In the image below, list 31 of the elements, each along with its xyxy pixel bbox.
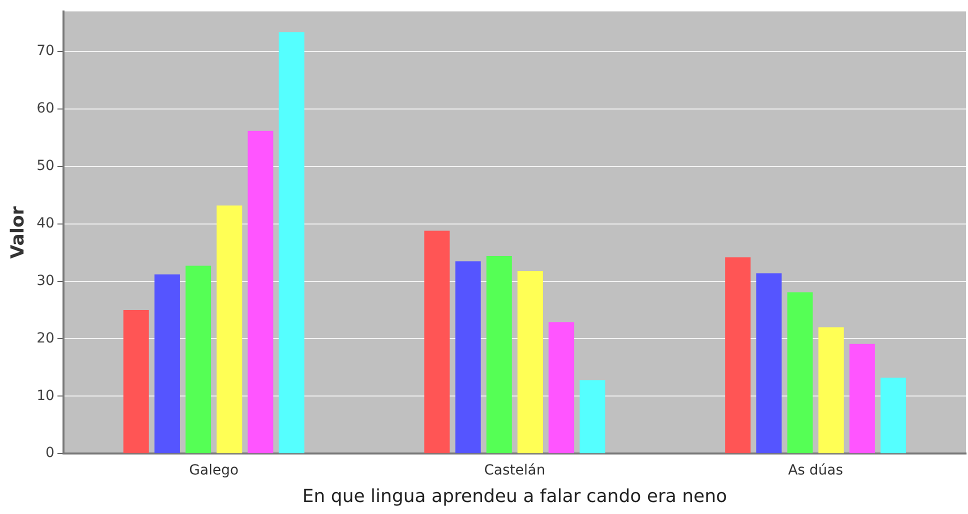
bar — [216, 206, 242, 454]
x-axis-title: En que lingua aprendeu a falar cando era neno — [302, 486, 728, 507]
bar — [154, 274, 180, 454]
y-tick-label: 20 — [36, 330, 54, 346]
bar — [486, 256, 512, 454]
y-axis-title: Valor — [7, 206, 28, 259]
x-tick-label: Castelán — [484, 462, 546, 479]
bar — [123, 310, 149, 454]
bar — [725, 257, 751, 454]
bar — [278, 32, 304, 454]
bar — [424, 230, 450, 454]
bar — [787, 292, 813, 454]
y-tick-label: 50 — [36, 158, 54, 174]
bar — [548, 322, 574, 454]
bar — [248, 130, 274, 454]
y-tick-label: 60 — [36, 100, 54, 117]
y-tick-label: 40 — [36, 216, 54, 232]
bar — [756, 273, 782, 454]
y-tick-label: 70 — [36, 43, 54, 60]
x-tick-label: Galego — [189, 462, 239, 479]
y-tick-label: 0 — [45, 445, 54, 462]
bar — [818, 327, 844, 454]
bar — [455, 261, 481, 454]
x-tick-label: As dúas — [788, 462, 844, 479]
bar — [186, 266, 212, 454]
y-tick-label: 30 — [36, 272, 54, 289]
bar — [518, 270, 543, 454]
bar — [580, 380, 606, 454]
bar — [849, 344, 875, 454]
y-tick-label: 10 — [36, 388, 54, 404]
bar — [880, 378, 906, 454]
